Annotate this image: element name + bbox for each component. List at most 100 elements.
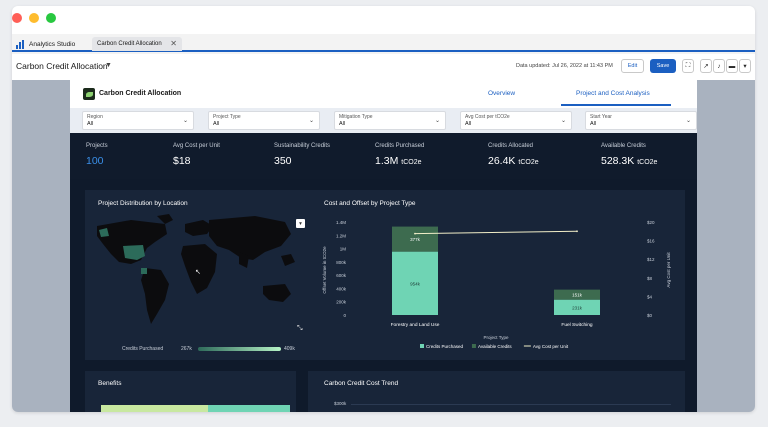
legend-label: Available Credits [478,344,512,349]
cost-offset-panel: Cost and Offset by Project Type 0 200k 400… [312,190,685,360]
minimize-window-button[interactable] [29,13,39,23]
kpi-value: $18 [173,155,191,167]
chevron-down-icon[interactable]: ▼ [105,62,112,69]
kpi-value: 1.3M [375,155,399,167]
trend-axis-tick: $300k [334,401,347,406]
close-tab-icon[interactable]: ✕ [170,39,177,48]
analytics-studio-icon [16,39,24,49]
category-label: Fuel Switching [561,322,593,328]
edit-button[interactable]: Edit [621,59,644,73]
highlighted-region-alaska[interactable] [99,228,109,237]
kpi-value: 528.3K [601,155,635,167]
benefits-bar-segment-2[interactable] [208,405,290,412]
kpi-projects[interactable]: Projects 100 [86,143,108,167]
legend-label: Avg Cost per Unit [533,344,569,349]
maximize-window-button[interactable] [46,13,56,23]
legend-swatch [471,344,476,348]
y-tick-label: 800k [336,260,347,265]
chevron-down-icon: ⌄ [560,118,566,124]
dashboard-header: Carbon Credit Allocation ▼ Data updated:… [12,54,755,80]
kpi-credits-purchased[interactable]: Credits Purchased 1.3M tCO2e [375,143,424,167]
benefits-panel: Benefits [85,371,296,412]
dashboard-name: Carbon Credit Allocation [16,61,108,71]
y-axis-label: Offset Volume in tCO2e [322,246,327,294]
y2-tick-label: $12 [647,257,655,262]
app-tab-bar: Analytics Studio Carbon Credit Allocatio… [12,36,755,52]
highlighted-region-usa[interactable] [123,245,145,260]
project-type-filter[interactable]: Project Type All ⌄ [208,111,320,130]
line-point [576,230,578,233]
tab-carbon-credit-allocation[interactable]: Carbon Credit Allocation ✕ [92,37,182,51]
start-year-filter[interactable]: Start Year All ⌄ [585,111,697,130]
resize-handle-icon: ⤡ [297,325,303,332]
filter-label: Start Year [590,114,612,120]
y2-axis-label: Avg Cost per Unit [666,252,671,288]
filter-value: All [87,121,94,127]
legend-label: Credits Purchased [426,344,464,349]
tab-project-and-cost-analysis[interactable]: Project and Cost Analysis [576,90,650,97]
world-map[interactable]: ↖ ⤡ [85,190,312,360]
bar-credits-purchased [554,299,600,315]
y-tick-label: 400k [336,286,347,291]
y2-tick-label: $20 [647,220,655,225]
cost-offset-chart[interactable]: 0 200k 400k 600k 800k 1M 1.2M 1.4M $0 $4 $8 $12 $16 $… [312,190,685,360]
app-name: Analytics Studio [29,40,76,48]
y-tick-label: 200k [336,300,347,305]
tab-label: Carbon Credit Allocation [97,41,162,47]
y2-tick-label: $8 [647,276,653,281]
region-filter[interactable]: Region All ⌄ [82,111,194,130]
x-axis-label: Project Type [484,335,509,340]
bell-icon[interactable]: ♪ [713,59,725,73]
kpi-value: 100 [86,155,104,167]
map-menu-chevron-icon[interactable]: ▾ [296,219,305,228]
y2-tick-label: $4 [647,294,653,299]
project-distribution-panel: Project Distribution by Location ▾ [85,190,312,360]
more-chevron-down-icon[interactable]: ▾ [739,59,751,73]
avg-cost-filter[interactable]: Avg Cost per tCO2e All ⌄ [460,111,572,130]
trend-title: Carbon Credit Cost Trend [324,380,399,387]
trend-gridline [351,404,671,405]
line-point [414,232,416,235]
filter-label: Mitigation Type [339,114,373,120]
expand-icon[interactable]: ⛶ [682,59,694,73]
share-icon[interactable]: ↗ [700,59,712,73]
map-title: Project Distribution by Location [98,200,188,207]
cost-trend-panel: Carbon Credit Cost Trend $300k [308,371,685,412]
close-window-button[interactable] [12,13,22,23]
kpi-label: Credits Purchased [375,143,425,149]
filter-value: All [465,121,472,127]
tab-overview[interactable]: Overview [488,90,516,97]
app-launcher[interactable]: Analytics Studio [16,38,75,50]
legend-swatch [420,344,424,348]
mitigation-type-filter[interactable]: Mitigation Type All ⌄ [334,111,446,130]
benefits-bar-segment-1[interactable] [101,405,208,412]
benefits-title: Benefits [98,380,122,387]
line-avg-cost-per-unit [414,230,578,235]
active-tab-indicator [561,104,671,106]
cursor-icon: ↖ [195,269,201,276]
map-legend-gradient [198,347,281,351]
save-button[interactable]: Save [650,59,676,73]
kpi-credits-allocated[interactable]: Credits Allocated 26.4K tCO2e [488,143,539,167]
y2-tick-label: $16 [647,239,655,244]
kpi-available-credits[interactable]: Available Credits 528.3K tCO2e [601,143,657,167]
dashboard-title: Carbon Credit Allocation [99,90,182,97]
kpi-sustainability-credits[interactable]: Sustainability Credits 350 [274,143,330,167]
bar-credits-purchased [392,251,438,315]
chevron-down-icon: ⌄ [434,118,440,124]
bar-available-credits [392,226,438,252]
folder-icon[interactable]: ▬ [726,59,738,73]
kpi-label: Projects [86,143,108,149]
chevron-down-icon: ⌄ [182,118,188,124]
filter-label: Region [87,114,103,120]
kpi-unit: tCO2e [401,159,422,166]
dashboard-title-bar: Carbon Credit Allocation Overview Projec… [70,80,697,108]
data-updated-text: Data updated: Jul 26, 2022 at 11:43 PM [516,63,613,69]
bar-available-credits [554,289,600,300]
filter-label: Project Type [213,114,241,120]
highlighted-region-central-america[interactable] [141,268,147,274]
kpi-label: Credits Allocated [488,143,534,149]
y-tick-label: 1.2M [336,233,346,238]
kpi-avg-cost[interactable]: Avg Cost per Unit $18 [173,143,220,167]
category-label: Forestry and Land Use [391,322,440,328]
